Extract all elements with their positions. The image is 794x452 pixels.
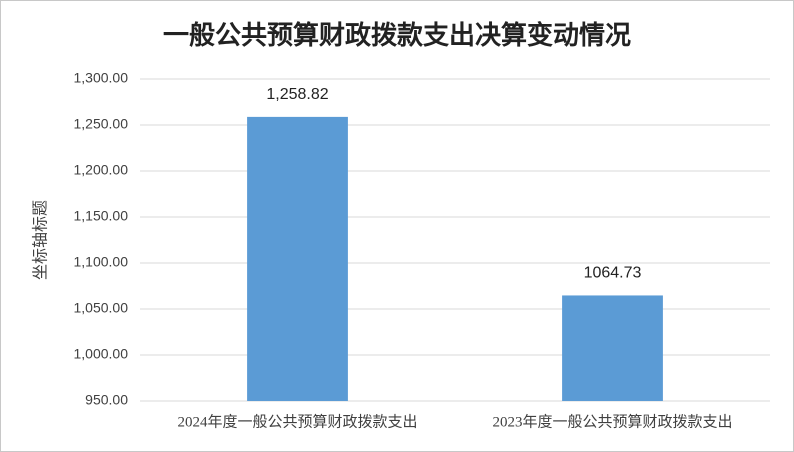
y-axis-title: 坐标轴标题 [32, 200, 50, 280]
y-tick-label: 1,200.00 [74, 162, 129, 178]
y-tick-label: 1,100.00 [74, 254, 129, 270]
y-tick-label: 1,250.00 [74, 116, 129, 132]
value-label: 1064.73 [584, 265, 642, 282]
value-label: 1,258.82 [266, 86, 328, 103]
y-tick-label: 1,000.00 [74, 346, 129, 362]
y-tick-label: 950.00 [85, 392, 128, 408]
y-tick-label: 1,300.00 [74, 70, 129, 86]
bar [247, 116, 348, 402]
x-tick-label: 2023年度一般公共预算财政拨款支出 [492, 412, 732, 430]
x-tick-label: 2024年度一般公共预算财政拨款支出 [177, 412, 417, 430]
chart-title: 一般公共预算财政拨款支出决算变动情况 [163, 20, 631, 50]
y-tick-label: 1,150.00 [74, 208, 129, 224]
y-tick-label: 1,050.00 [74, 300, 129, 316]
bar [562, 295, 663, 401]
